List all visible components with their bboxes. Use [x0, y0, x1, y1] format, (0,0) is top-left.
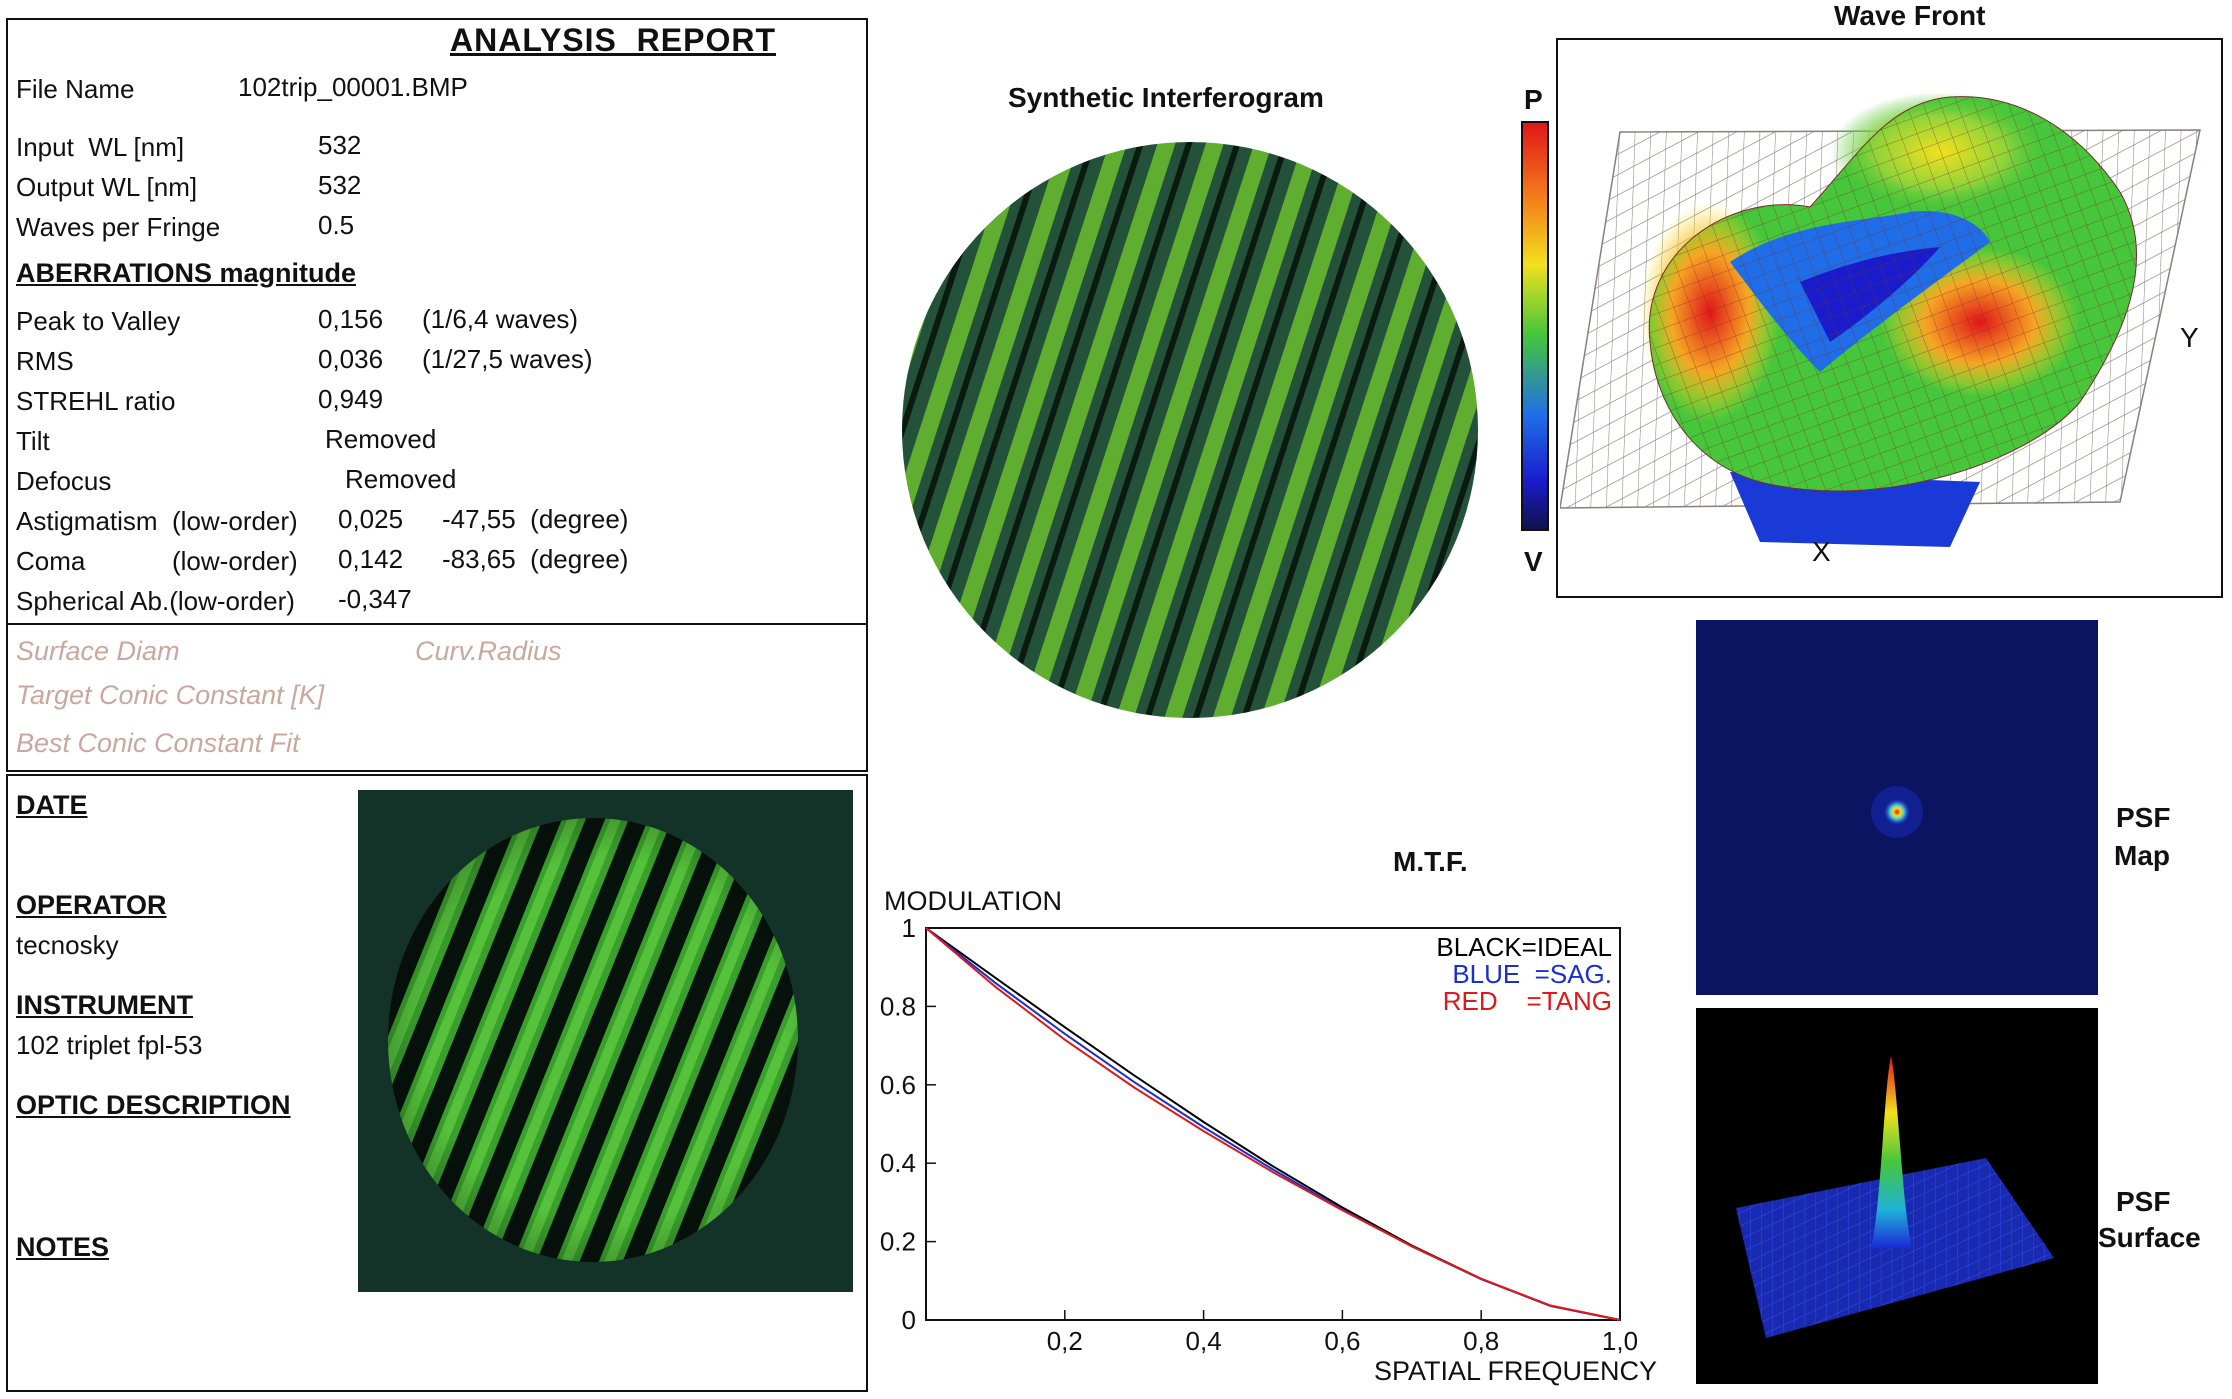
mtf-y-tick-label: 1	[902, 913, 916, 943]
instrument-value: 102 triplet fpl-53	[16, 1030, 203, 1060]
spherical-value: -0,347	[338, 584, 412, 614]
output-wl-value: 532	[318, 170, 362, 200]
input-wl-label: Input WL [nm]	[16, 132, 185, 162]
rms-waves: (1/27,5 waves)	[422, 344, 593, 374]
ptv-label: Peak to Valley	[16, 306, 181, 336]
synthetic-interferogram	[902, 142, 1478, 718]
curv-radius-label: Curv.Radius	[415, 636, 562, 666]
psf-surface-label-line2: Surface	[2098, 1222, 2201, 1253]
optic-description-label: OPTIC DESCRIPTION	[16, 1090, 291, 1120]
aberrations-header: ABERRATIONS magnitude	[16, 258, 357, 288]
wavefront-x-axis-label: X	[1812, 536, 1831, 567]
mtf-y-tick-label: 0	[902, 1305, 916, 1335]
coma-angle: -83,65 (degree)	[442, 544, 629, 574]
mtf-series-line-tang	[925, 927, 1621, 1321]
coma-value: 0,142	[338, 544, 404, 574]
mtf-y-tick-label: 0.4	[880, 1148, 916, 1178]
wavefront-y-axis-label: Y	[2180, 322, 2199, 353]
info-panel	[6, 774, 868, 1392]
spherical-label: Spherical Ab.(low-order)	[16, 586, 295, 616]
notes-label: NOTES	[16, 1232, 110, 1262]
instrument-label: INSTRUMENT	[16, 990, 193, 1020]
mtf-chart: 1 0.8 0.6 0.4 0.2 0 0,2 0,4 0,6 0,8 1,0 BLACK=IDEAL…	[880, 913, 1638, 1356]
coma-order-label: (low-order)	[172, 546, 298, 576]
mtf-x-tick-label: 1,0	[1602, 1326, 1638, 1356]
tilt-label: Tilt	[16, 426, 50, 456]
waves-per-fringe-value: 0.5	[318, 210, 355, 240]
interferogram-title: Synthetic Interferogram	[1008, 82, 1324, 113]
input-wl-value: 532	[318, 130, 362, 160]
mtf-x-tick-label: 0,6	[1324, 1326, 1360, 1356]
astigmatism-value: 0,025	[338, 504, 404, 534]
surface-diam-label: Surface Diam	[16, 636, 180, 666]
psf-surface-label-line1: PSF	[2116, 1186, 2171, 1217]
strehl-label: STREHL ratio	[16, 386, 176, 416]
rms-value: 0,036	[318, 344, 384, 374]
file-name-label: File Name	[16, 74, 135, 104]
best-conic-label: Best Conic Constant Fit	[16, 728, 300, 758]
colorscale-top-label: P	[1524, 84, 1543, 115]
mtf-x-tick-label: 0,2	[1047, 1326, 1083, 1356]
operator-label: OPERATOR	[16, 890, 167, 920]
defocus-value: Removed	[345, 464, 457, 494]
colorscale-bottom-label: V	[1524, 546, 1543, 577]
mtf-x-axis-label: SPATIAL FREQUENCY	[1374, 1356, 1658, 1386]
mtf-x-tick-label: 0,4	[1186, 1326, 1222, 1356]
mtf-y-axis-label: MODULATION	[884, 886, 1063, 916]
wavefront-panel	[1556, 38, 2223, 598]
astigmatism-angle: -47,55 (degree)	[442, 504, 629, 534]
defocus-label: Defocus	[16, 466, 112, 496]
mtf-y-tick-label: 0.8	[880, 991, 916, 1021]
analysis-report-panel	[6, 18, 868, 772]
wavefront-colorscale	[1521, 121, 1549, 531]
wavefront-title: Wave Front	[1834, 0, 1986, 31]
file-name-value: 102trip_00001.BMP	[238, 72, 468, 102]
mtf-x-tick-label: 0,8	[1463, 1326, 1499, 1356]
psf-surface	[1696, 1008, 2098, 1384]
report-title: ANALYSIS REPORT	[450, 22, 776, 58]
report-divider	[6, 623, 868, 625]
astigmatism-label: Astigmatism (low-order)	[16, 506, 298, 536]
psf-map-label-line1: PSF	[2116, 802, 2171, 833]
tilt-value: Removed	[325, 424, 437, 454]
coma-label: Coma	[16, 546, 86, 576]
mtf-legend-entry: BLACK=IDEAL	[1436, 932, 1612, 962]
mtf-title: M.T.F.	[1393, 846, 1468, 877]
operator-value: tecnosky	[16, 930, 119, 960]
mtf-legend-entry: RED =TANG	[1443, 986, 1612, 1016]
mtf-plot-frame	[925, 927, 1621, 1321]
ptv-waves: (1/6,4 waves)	[422, 304, 579, 334]
date-label: DATE	[16, 790, 88, 820]
rms-label: RMS	[16, 346, 74, 376]
target-conic-label: Target Conic Constant [K]	[16, 680, 325, 710]
output-wl-label: Output WL [nm]	[16, 172, 198, 202]
ptv-value: 0,156	[318, 304, 384, 334]
interferogram-photo	[358, 790, 853, 1292]
mtf-legend-entry: BLUE =SAG.	[1452, 959, 1612, 989]
mtf-y-tick-label: 0.6	[880, 1070, 916, 1100]
wavefront-surface-plot	[1560, 92, 2201, 547]
psf-map	[1696, 620, 2098, 995]
mtf-y-tick-label: 0.2	[880, 1227, 916, 1257]
psf-map-label-line2: Map	[2114, 840, 2170, 871]
strehl-value: 0,949	[318, 384, 384, 414]
waves-per-fringe-label: Waves per Fringe	[16, 212, 221, 242]
